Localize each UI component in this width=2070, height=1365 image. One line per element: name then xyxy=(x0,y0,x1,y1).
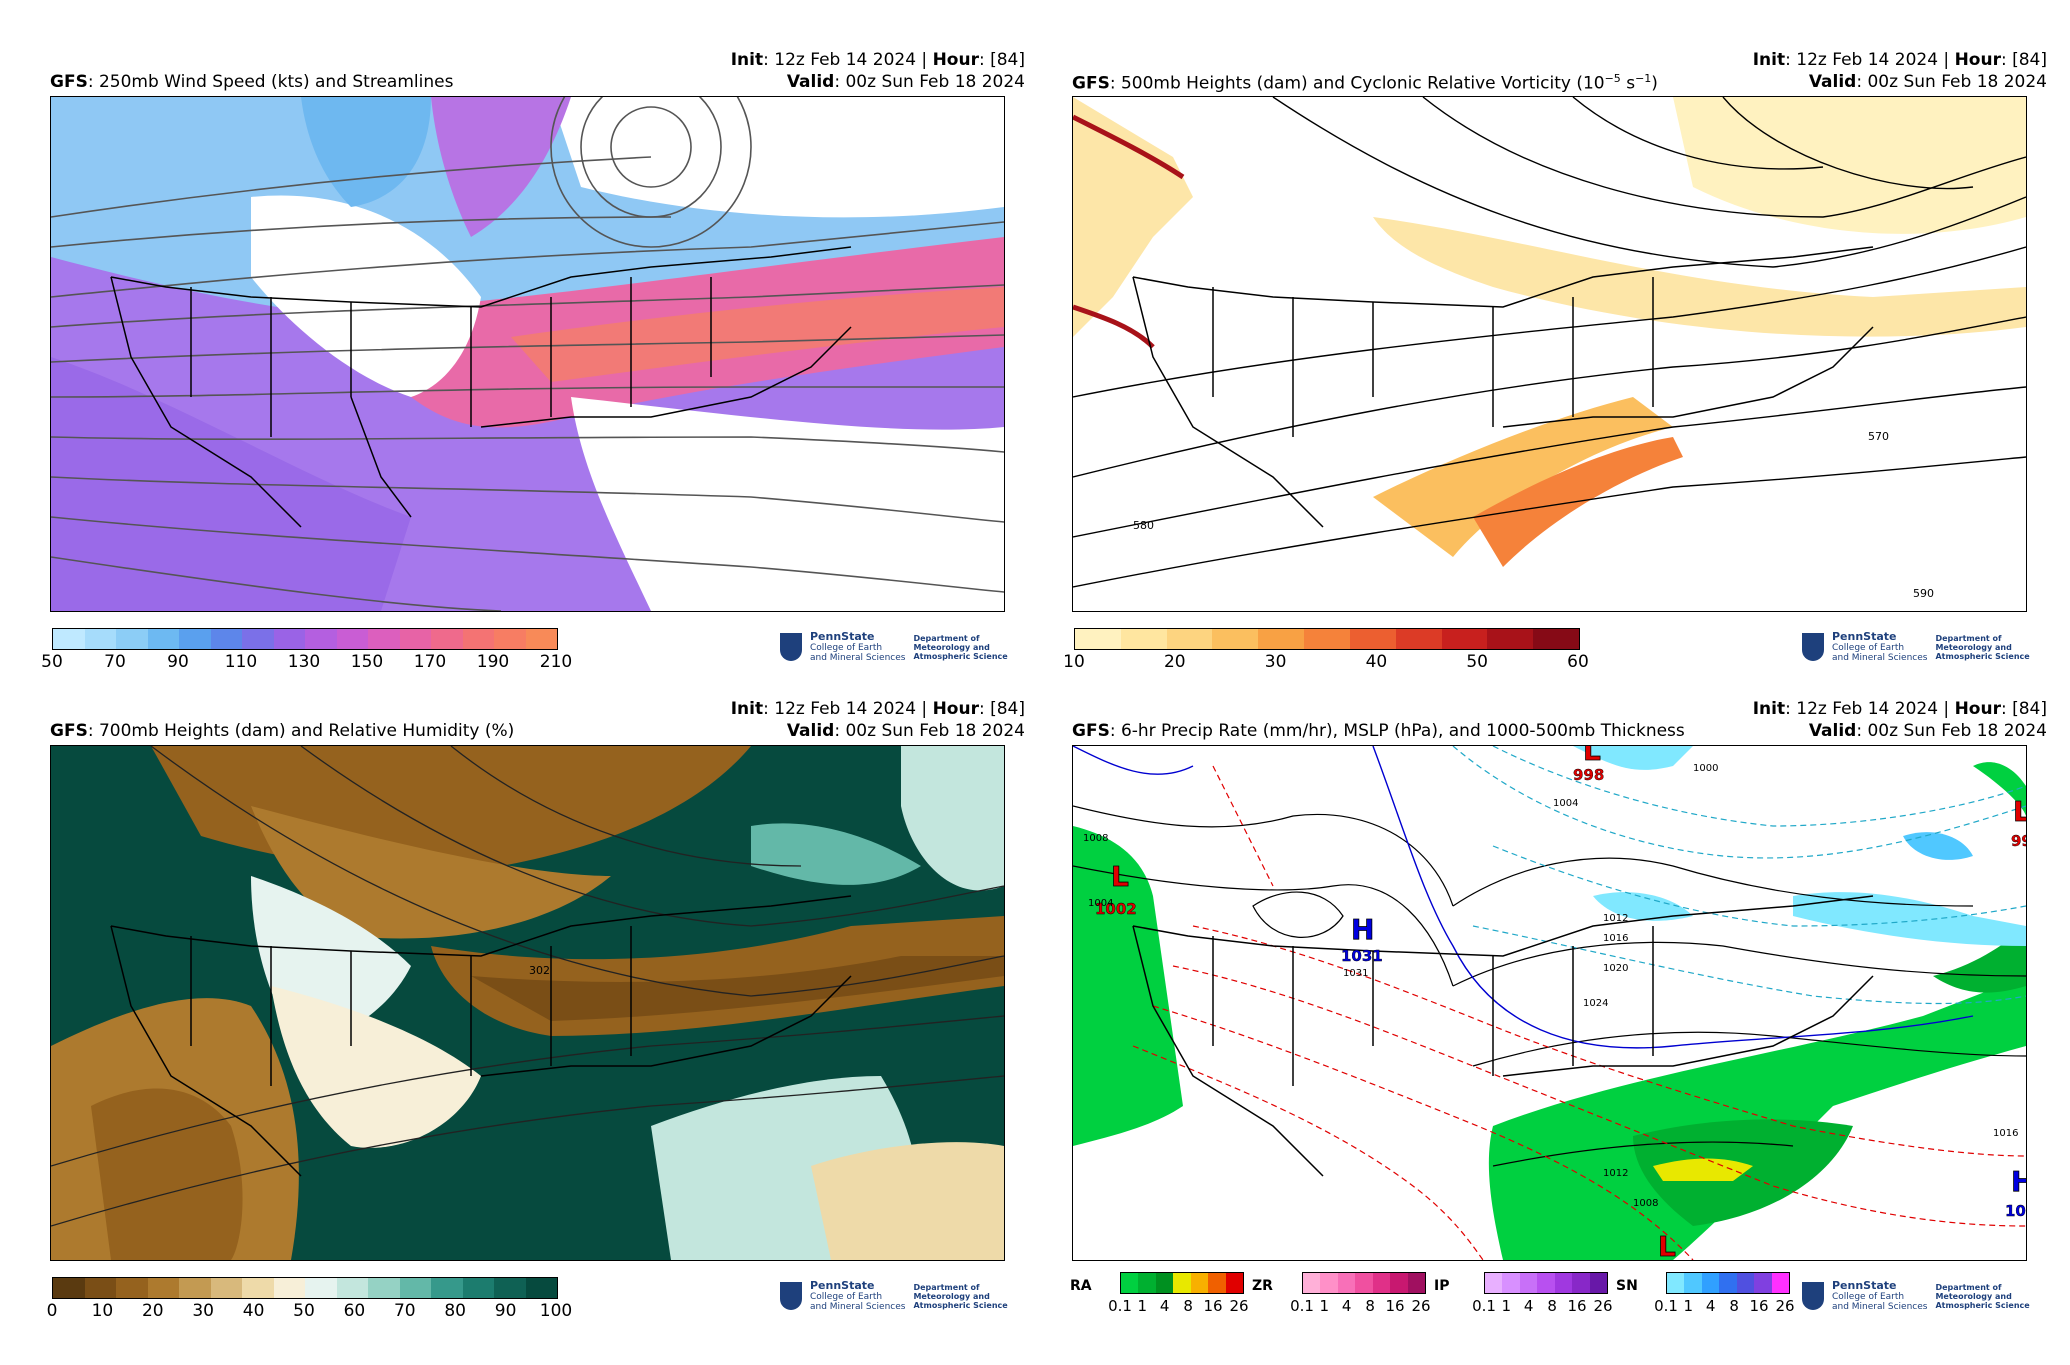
colorbar-wind xyxy=(52,628,558,650)
map-250mb xyxy=(50,96,1005,612)
svg-text:1031: 1031 xyxy=(1341,947,1383,965)
pennstate-logo: PennState College of Earth and Mineral Sci… xyxy=(1802,1279,2030,1313)
shield-icon xyxy=(1802,1282,1824,1310)
panel-precip: Init: 12z Feb 14 2024 | Hour: [84] GFS: … xyxy=(1070,697,2047,1337)
colorbar-rh xyxy=(52,1277,558,1299)
svg-text:1016: 1016 xyxy=(1603,933,1628,944)
valid-line: Valid: 00z Sun Feb 18 2024 xyxy=(786,721,1025,741)
panel-title: GFS: 250mb Wind Speed (kts) and Streamli… xyxy=(50,72,454,92)
map-700mb: 302 xyxy=(50,745,1005,1261)
panel-title: GFS: 6-hr Precip Rate (mm/hr), MSLP (hPa… xyxy=(1072,721,1685,741)
map-precip: L 1002 H 1031 L 998 L 99 H 10 L 1000 100… xyxy=(1072,745,2027,1261)
svg-text:L: L xyxy=(1658,1230,1676,1260)
precip-type-legends: RA 0.1 1 4 8 16 26 ZR 0.1 1 4 8 xyxy=(1070,1272,1795,1328)
svg-text:1031: 1031 xyxy=(1343,968,1368,979)
svg-text:998: 998 xyxy=(1573,766,1604,784)
init-line: Init: 12z Feb 14 2024 | Hour: [84] xyxy=(730,50,1025,70)
init-line: Init: 12z Feb 14 2024 | Hour: [84] xyxy=(730,699,1025,719)
svg-text:1004: 1004 xyxy=(1553,798,1578,809)
map-500mb: 580 570 590 xyxy=(1072,96,2027,612)
svg-text:10: 10 xyxy=(2005,1202,2026,1220)
valid-line: Valid: 00z Sun Feb 18 2024 xyxy=(786,72,1025,92)
svg-text:570: 570 xyxy=(1868,430,1889,443)
svg-text:H: H xyxy=(1351,913,1374,946)
svg-text:L: L xyxy=(2013,795,2026,828)
pennstate-logo: PennState College of Earth and Mineral Sci… xyxy=(780,630,1008,664)
svg-text:1008: 1008 xyxy=(1633,1198,1658,1209)
svg-text:H: H xyxy=(2011,1165,2026,1198)
valid-line: Valid: 00z Sun Feb 18 2024 xyxy=(1808,721,2047,741)
svg-text:1000: 1000 xyxy=(1693,763,1718,774)
panel-700mb: Init: 12z Feb 14 2024 | Hour: [84] GFS: … xyxy=(46,699,1025,1321)
init-line: Init: 12z Feb 14 2024 | Hour: [84] xyxy=(1752,50,2047,70)
svg-text:1012: 1012 xyxy=(1603,1168,1628,1179)
svg-text:L: L xyxy=(1583,746,1601,767)
colorbar-vorticity xyxy=(1074,628,1580,650)
svg-text:580: 580 xyxy=(1133,519,1154,532)
panel-500mb: Init: 12z Feb 14 2024 | Hour: [84] GFS: … xyxy=(1063,50,2047,672)
svg-text:1016: 1016 xyxy=(1993,1128,2018,1139)
panel-title: GFS: 700mb Heights (dam) and Relative Hu… xyxy=(50,721,515,741)
valid-line: Valid: 00z Sun Feb 18 2024 xyxy=(1808,72,2047,92)
pennstate-logo: PennState College of Earth and Mineral Sci… xyxy=(780,1279,1008,1313)
svg-text:302: 302 xyxy=(529,964,550,977)
svg-text:99: 99 xyxy=(2011,832,2026,850)
panel-title: GFS: 500mb Heights (dam) and Cyclonic Re… xyxy=(1072,72,1658,94)
svg-text:1004: 1004 xyxy=(1088,898,1113,909)
shield-icon xyxy=(1802,633,1824,661)
svg-text:1020: 1020 xyxy=(1603,963,1628,974)
svg-text:1012: 1012 xyxy=(1603,913,1628,924)
svg-text:1024: 1024 xyxy=(1583,998,1608,1009)
svg-text:590: 590 xyxy=(1913,587,1934,600)
shield-icon xyxy=(780,633,802,661)
svg-text:L: L xyxy=(1111,860,1129,893)
svg-text:1008: 1008 xyxy=(1083,833,1108,844)
panel-250mb: Init: 12z Feb 14 2024 | Hour: [84] GFS: … xyxy=(41,48,1025,688)
init-line: Init: 12z Feb 14 2024 | Hour: [84] xyxy=(1752,699,2047,719)
pennstate-logo: PennState College of Earth and Mineral Sci… xyxy=(1802,630,2030,664)
shield-icon xyxy=(780,1282,802,1310)
svg-text:1002: 1002 xyxy=(1095,900,1137,918)
